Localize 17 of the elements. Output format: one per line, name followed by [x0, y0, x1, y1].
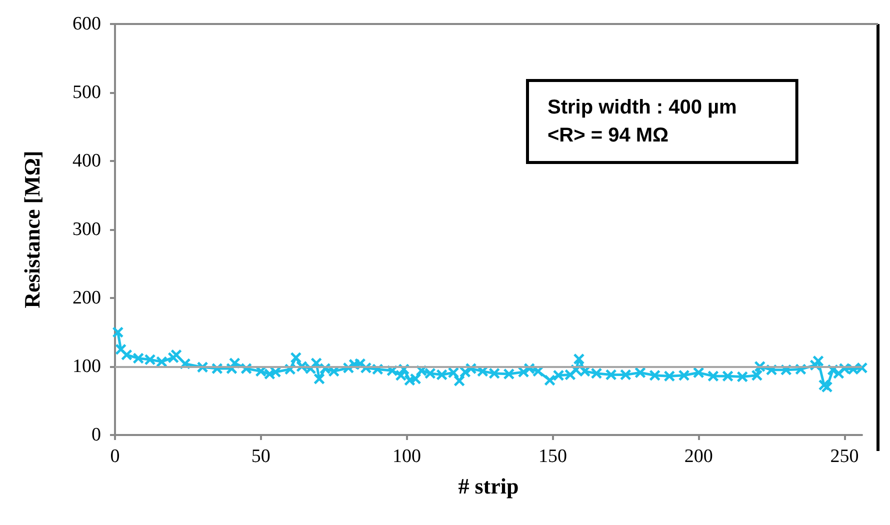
y-tick-label: 100: [72, 356, 101, 377]
y-tick-label: 400: [72, 150, 101, 172]
y-axis-title: Resistance [MΩ]: [20, 150, 44, 308]
x-axis-title: # strip: [458, 474, 519, 498]
y-tick-label: 300: [72, 219, 101, 240]
annotation: <R> = 94 MΩ: [548, 124, 669, 146]
x-tick-label: 200: [684, 446, 713, 467]
x-tick-label: 0: [110, 446, 120, 467]
y-tick-label: 600: [72, 14, 101, 34]
x-tick-label: 150: [538, 446, 567, 467]
x-tick-label: 100: [392, 446, 422, 467]
y-tick-label: 200: [72, 288, 101, 308]
x-tick-label: 50: [251, 446, 270, 467]
y-tick-label: 500: [72, 82, 101, 103]
annotation: Strip width : 400 µm: [548, 96, 737, 118]
y-tick-label: 0: [92, 424, 101, 446]
x-tick-label: 250: [830, 446, 859, 467]
